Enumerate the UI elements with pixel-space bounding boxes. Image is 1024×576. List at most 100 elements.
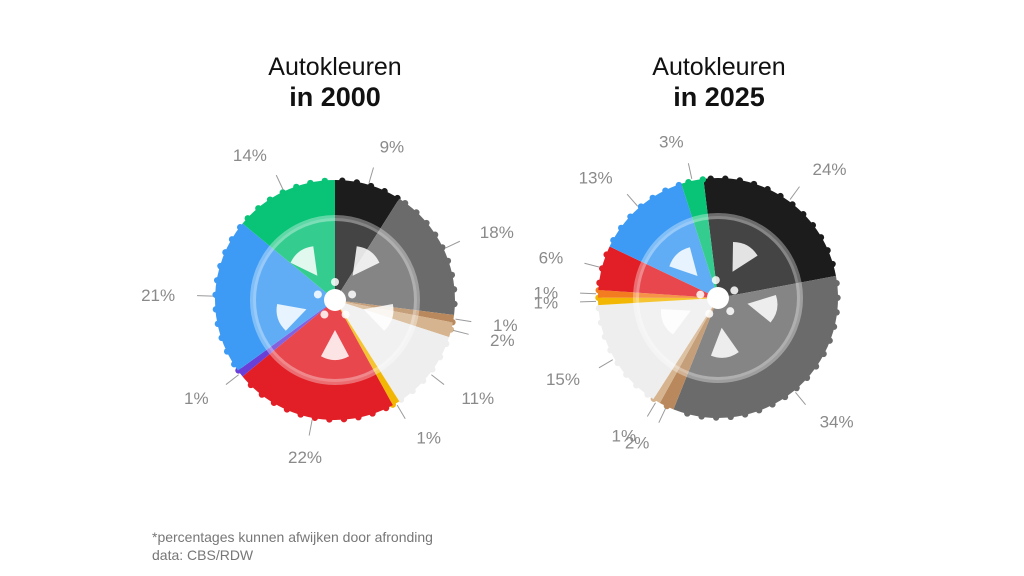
tread-bump xyxy=(633,382,640,389)
tread-bump xyxy=(279,189,286,196)
data-source: data: CBS/RDW xyxy=(152,547,254,563)
tread-bump xyxy=(217,262,224,270)
tread-bump xyxy=(340,415,348,423)
leader-line xyxy=(455,318,472,323)
tread-bump xyxy=(429,366,436,373)
slice-label: 18% xyxy=(480,223,514,242)
tread-bump xyxy=(727,413,734,421)
tread-bump xyxy=(297,411,304,418)
pie-slice xyxy=(215,223,335,371)
leader-line xyxy=(197,295,214,297)
tread-bump xyxy=(607,347,614,354)
tread-bump xyxy=(663,402,671,410)
pie-slice xyxy=(335,300,400,406)
pie-slice xyxy=(659,298,718,410)
tread-bump xyxy=(614,359,621,367)
leader-line xyxy=(598,359,614,369)
slice-label: 9% xyxy=(380,137,405,156)
pie-slice xyxy=(335,300,455,323)
tread-bump xyxy=(649,194,656,202)
tread-bump xyxy=(339,177,346,184)
tread-bump xyxy=(800,211,807,218)
tread-bump xyxy=(369,410,376,417)
tread-bump xyxy=(397,396,405,403)
tread-bump xyxy=(447,326,454,333)
tread-bump xyxy=(444,257,452,265)
tread-bump xyxy=(448,271,456,279)
tread-bump xyxy=(409,387,416,395)
tread-bump xyxy=(627,213,634,220)
tread-bump xyxy=(793,384,800,392)
tread-bump xyxy=(741,411,749,418)
tread-bump xyxy=(236,224,244,231)
tread-bump xyxy=(311,414,319,421)
pie-slice xyxy=(653,298,718,403)
tread-bump xyxy=(307,179,314,187)
tread-bump xyxy=(212,306,220,313)
tread-bump xyxy=(685,179,692,186)
tread-bump xyxy=(223,348,231,355)
tread-bump xyxy=(595,305,603,312)
pie-slice xyxy=(237,300,335,377)
tread-bump xyxy=(326,416,333,423)
leader-line xyxy=(431,374,445,385)
tread-bump xyxy=(321,177,328,185)
tread-bump xyxy=(644,391,651,398)
tread-bump xyxy=(684,410,691,417)
tread-bump xyxy=(270,399,278,406)
leader-line xyxy=(275,174,284,190)
pie-2025: 24%34%2%1%15%1%1%6%13%3% xyxy=(534,133,854,453)
tread-bump xyxy=(244,215,251,222)
tread-bump xyxy=(442,340,450,347)
slice-label: 15% xyxy=(546,370,580,389)
tread-bump xyxy=(423,219,430,227)
slice-label: 24% xyxy=(813,160,847,179)
chart-title-line1: Autokleuren xyxy=(268,53,402,81)
chart-title-2000: Autokleuren in 2000 xyxy=(205,52,465,112)
leader-line xyxy=(646,402,656,417)
chart-title-2025: Autokleuren in 2025 xyxy=(589,52,849,112)
tread-bump xyxy=(817,234,825,241)
slice-label: 2% xyxy=(625,434,650,453)
tread-bump xyxy=(699,176,707,183)
tread-bump xyxy=(610,237,617,244)
tread-bump xyxy=(712,414,720,421)
tread-bump xyxy=(722,175,729,182)
tread-bump xyxy=(212,291,219,298)
tread-bump xyxy=(218,334,225,342)
slice-label: 1% xyxy=(534,283,559,302)
slice-label: 14% xyxy=(233,146,267,165)
tread-bump xyxy=(451,300,458,308)
tread-bump xyxy=(662,187,669,194)
slice-label: 1% xyxy=(534,294,559,313)
tread-bump xyxy=(707,175,714,182)
tread-bump xyxy=(675,181,683,189)
tread-bump xyxy=(618,224,625,232)
tread-bump xyxy=(293,183,300,191)
rounding-note: *percentages kunnen afwijken door afrond… xyxy=(152,529,433,545)
chart-title-line2: in 2025 xyxy=(673,82,765,112)
slice-label: 2% xyxy=(490,331,515,350)
slice-label: 22% xyxy=(288,448,322,467)
tread-bump xyxy=(750,180,758,188)
slice-label: 11% xyxy=(461,389,494,408)
slice-label: 13% xyxy=(579,169,613,188)
tread-bump xyxy=(830,323,838,330)
tread-bump xyxy=(419,377,427,384)
chart-footer: *percentages kunnen afwijken door afrond… xyxy=(152,528,433,564)
tread-bump xyxy=(637,203,645,210)
tread-bump xyxy=(820,350,827,358)
tread-bump xyxy=(812,363,820,370)
pie-slice xyxy=(598,290,718,298)
tread-bump xyxy=(596,279,603,287)
pie-slice xyxy=(335,300,450,402)
tread-bump xyxy=(826,337,833,344)
tread-bump xyxy=(283,406,291,413)
slice-label: 21% xyxy=(141,286,175,305)
tread-bump xyxy=(213,277,221,284)
pie-2000: 9%18%1%2%11%1%22%1%21%14% xyxy=(141,137,518,467)
chart-title-line2: in 2000 xyxy=(289,82,381,112)
tread-bump xyxy=(603,251,610,258)
leader-line xyxy=(396,404,406,420)
pie-slice xyxy=(673,275,838,418)
